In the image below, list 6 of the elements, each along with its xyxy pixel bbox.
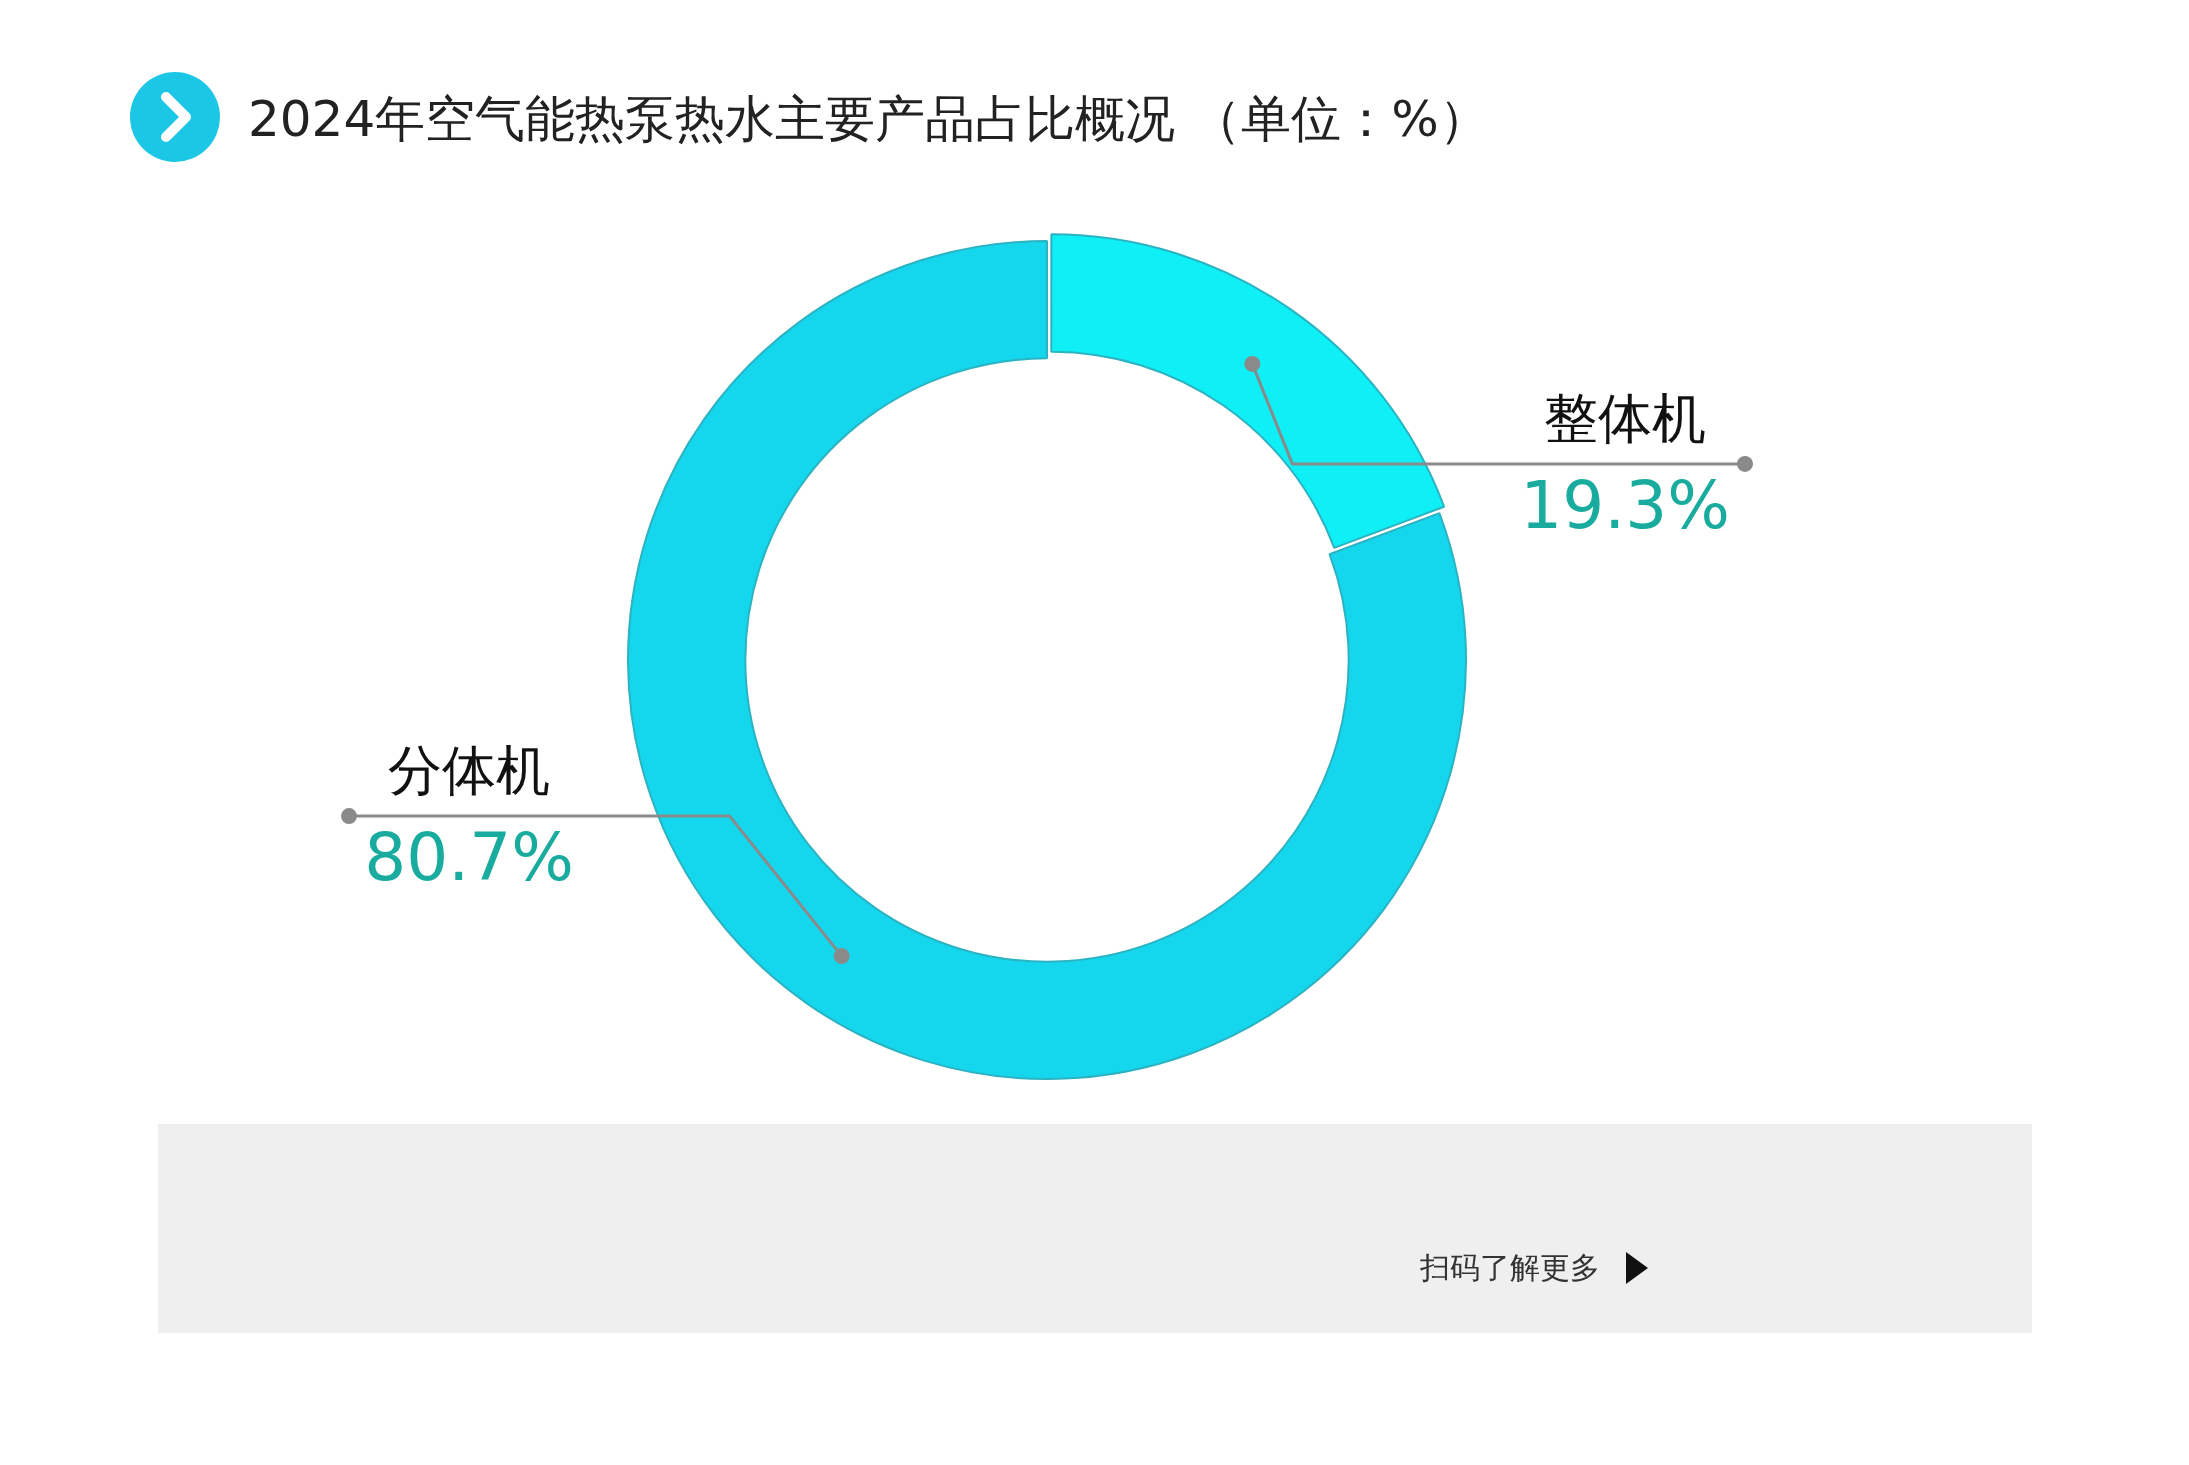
text: 扫码了解更多 [1420,1249,1600,1287]
chart-title: 2024年空气能热泵热水主要产品占比概况 （单位：%） [248,89,1489,150]
data-label: 19.3% [1520,467,1730,545]
slice-label: 分体机 [388,739,550,803]
data-label: 80.7% [364,819,574,897]
slice-label: 整体机 [1544,386,1706,450]
